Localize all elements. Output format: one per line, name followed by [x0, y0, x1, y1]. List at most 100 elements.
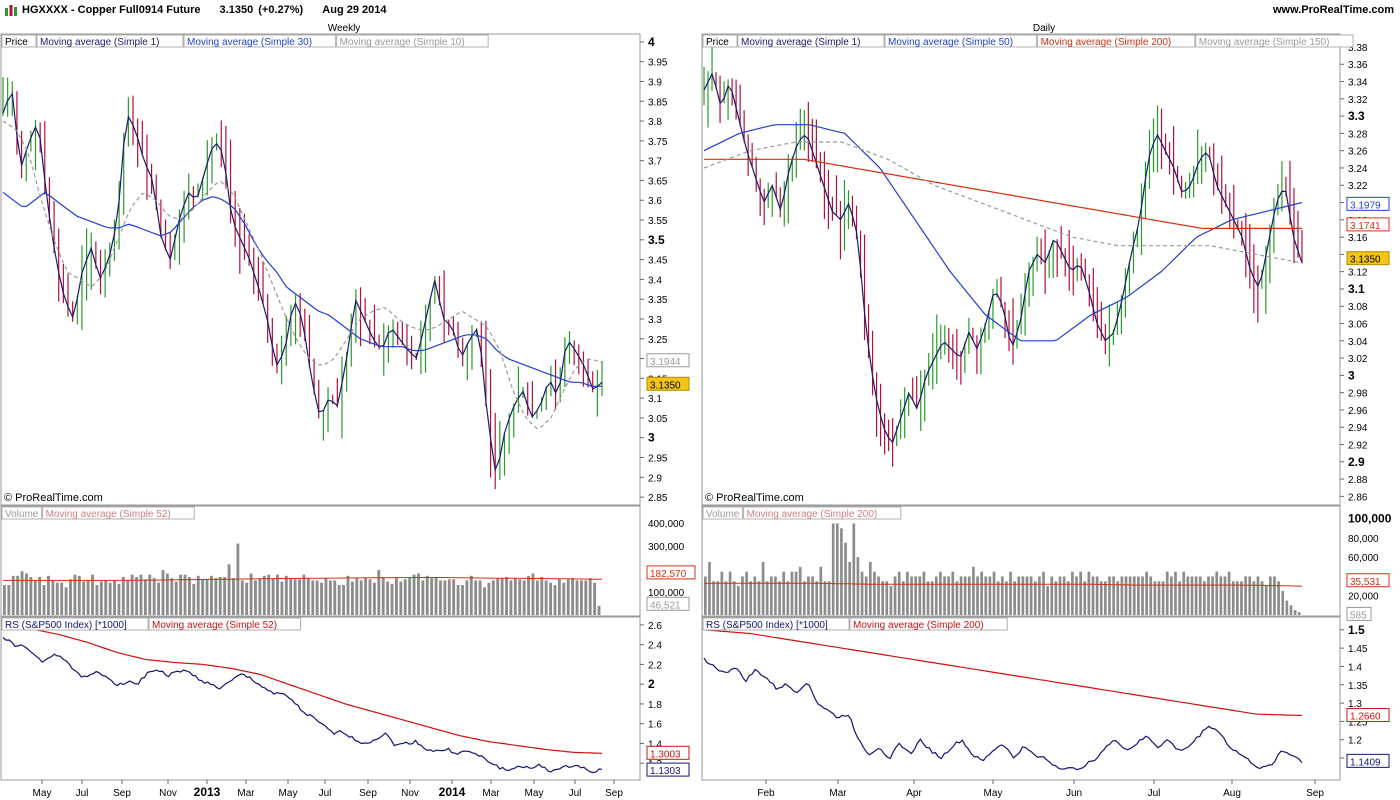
- weekly-volume-volume-bar: [143, 579, 147, 615]
- weekly-price-ytick-label: 3.8: [648, 117, 662, 128]
- weekly-volume-volume-bar: [478, 580, 482, 615]
- daily-price-ma-line: [703, 124, 1303, 342]
- weekly-price-ytick-label: 3.45: [648, 256, 668, 267]
- daily-volume-ytick-label: 80,000: [1348, 534, 1379, 545]
- weekly-volume-volume-bar: [359, 580, 363, 615]
- weekly-volume-volume-bar: [355, 578, 359, 615]
- weekly-volume-volume-bar: [320, 582, 323, 615]
- daily-volume-volume-bar: [794, 571, 798, 615]
- daily-volume-volume-bar: [827, 581, 831, 615]
- daily-volume-volume-bar: [1223, 576, 1227, 615]
- weekly-volume-volume-bar: [38, 576, 42, 615]
- weekly-volume-volume-bar: [403, 579, 407, 615]
- daily-volume-volume-bar: [1219, 576, 1223, 615]
- weekly-volume-volume-bar: [7, 585, 11, 615]
- daily-price-ytick-label: 3.38: [1348, 43, 1368, 54]
- weekly-volume-volume-bar: [205, 579, 209, 615]
- daily-volume-volume-bar: [765, 581, 769, 615]
- weekly-price-copyright: © ProRealTime.com: [4, 492, 103, 504]
- header-bar: HGXXXX - Copper Full0914 Future 3.1350 (…: [0, 0, 1400, 20]
- daily-volume-volume-bar: [1285, 600, 1289, 615]
- daily-price-legend-item: Moving average (Simple 1): [741, 37, 861, 48]
- weekly-volume-volume-bar: [302, 574, 306, 615]
- weekly-volume-volume-bar: [29, 576, 33, 615]
- weekly-price-ytick-label: 4: [648, 35, 655, 49]
- weekly-xaxis-xtick-label: Nov: [159, 788, 177, 799]
- daily-volume-volume-bar: [769, 576, 773, 615]
- weekly-volume-volume-bar: [86, 580, 90, 615]
- daily-volume-volume-bar: [1042, 571, 1045, 615]
- daily-volume-volume-bar: [708, 562, 711, 615]
- weekly-volume-volume-bar: [469, 575, 473, 615]
- daily-volume-volume-bar: [856, 557, 860, 615]
- weekly-volume-volume-bar: [218, 576, 222, 615]
- weekly-volume-volume-bar: [500, 578, 504, 615]
- weekly-volume-volume-bar: [496, 578, 500, 615]
- weekly-volume-volume-bar: [3, 585, 6, 615]
- current-price: 3.1350: [219, 4, 254, 16]
- weekly-volume-volume-bar: [381, 576, 385, 615]
- daily-volume-volume-bar: [1104, 581, 1107, 615]
- weekly-volume-volume-bar: [157, 582, 161, 615]
- daily-volume-volume-bar: [786, 581, 790, 615]
- daily-volume-volume-bar: [1033, 581, 1037, 615]
- weekly-volume-volume-bar: [99, 581, 103, 615]
- daily-price-value-tag: [1346, 217, 1390, 232]
- weekly-volume-volume-bar: [130, 574, 134, 615]
- daily-volume-volume-bar: [1145, 571, 1148, 615]
- weekly-volume-volume-bar: [439, 580, 442, 615]
- weekly-volume-legend-box: [42, 506, 195, 520]
- daily-volume-volume-bar: [1025, 576, 1029, 615]
- weekly-volume-volume-bar: [408, 578, 412, 615]
- weekly-rs-ytick-label: 1.4: [648, 739, 662, 750]
- weekly-rs-value-tag-text: 1.3003: [650, 749, 681, 760]
- weekly-volume-volume-bar: [346, 575, 350, 615]
- daily-volume-volume-bar: [1281, 590, 1285, 615]
- weekly-volume-volume-bar: [73, 574, 77, 615]
- weekly-volume-volume-bar: [549, 582, 553, 615]
- weekly-volume-volume-bar: [311, 580, 315, 615]
- weekly-price-legend-item: Price: [5, 37, 28, 48]
- daily-rs-ytick-label: 1.5: [1348, 623, 1365, 637]
- daily-volume-volume-bar: [1190, 576, 1194, 615]
- daily-price-ytick-label: 3.08: [1348, 302, 1368, 313]
- weekly-volume-volume-bar: [121, 576, 125, 615]
- weekly-price-ytick-label: 3.4: [648, 275, 662, 286]
- daily-price-legend-box: [1037, 34, 1196, 48]
- weekly-volume-volume-bar: [289, 578, 293, 615]
- weekly-price-legend-box: [36, 34, 184, 48]
- daily-price-ytick-label: 2.98: [1348, 389, 1368, 400]
- daily-volume-volume-bar: [967, 576, 971, 615]
- weekly-volume-volume-bar: [47, 575, 50, 615]
- weekly-rs-legend-item: Moving average (Simple 52): [152, 620, 277, 631]
- weekly-volume-volume-bar: [69, 579, 72, 615]
- weekly-volume-volume-bar: [377, 570, 381, 615]
- weekly-volume-ytick-label: 300,000: [648, 542, 685, 553]
- weekly-volume-volume-bar: [557, 579, 561, 615]
- daily-price-ytick-label: 2.96: [1348, 406, 1368, 417]
- weekly-rs-line: [2, 637, 603, 774]
- weekly-volume-volume-bar: [249, 573, 253, 615]
- weekly-price-ytick-label: 3.6: [648, 196, 662, 207]
- weekly-volume-volume-bar: [165, 573, 169, 615]
- daily-price-ytick-label: 3.12: [1348, 268, 1368, 279]
- weekly-volume-volume-bar: [170, 578, 174, 615]
- daily-volume-volume-bar: [992, 571, 996, 615]
- daily-price-legend-box: [737, 34, 885, 48]
- weekly-volume-legend-item: Moving average (Simple 52): [46, 509, 171, 520]
- daily-price-legend-box: [702, 34, 738, 48]
- daily-volume-volume-bar: [1083, 581, 1087, 615]
- site-url[interactable]: www.ProRealTime.com: [1272, 4, 1394, 16]
- daily-volume-volume-bar: [1170, 576, 1173, 615]
- daily-volume-ytick-label: 60,000: [1348, 553, 1379, 564]
- daily-vol-frame: [701, 505, 1341, 617]
- daily-volume-volume-bar: [716, 581, 720, 615]
- price-change: (+0.27%): [258, 4, 304, 16]
- daily-title: Daily: [1033, 23, 1055, 34]
- daily-volume-volume-bar: [893, 576, 897, 615]
- weekly-volume-volume-bar: [421, 580, 425, 615]
- daily-volume-volume-bar: [910, 576, 913, 615]
- daily-volume-volume-bar: [1017, 576, 1021, 615]
- weekly-price-ytick-label: 3.85: [648, 97, 668, 108]
- weekly-price-value-tag: [646, 353, 690, 368]
